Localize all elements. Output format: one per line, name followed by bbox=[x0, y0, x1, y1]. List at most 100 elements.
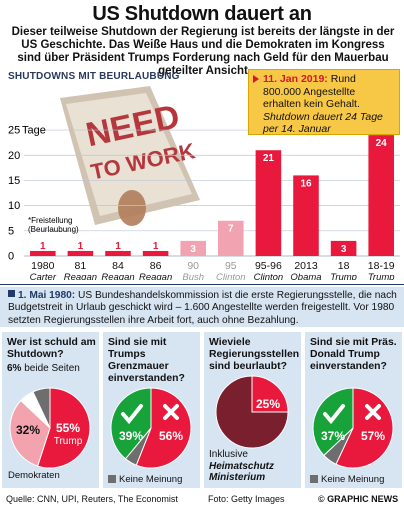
wall-pie: 39% 56% bbox=[110, 387, 192, 469]
no-value-label: 56% bbox=[159, 429, 183, 443]
event-box: 1. Mai 1980: US Bundeshandelskommission … bbox=[0, 287, 404, 327]
footer-sources: Quelle: CNN, UPI, Reuters, The Economist bbox=[6, 494, 178, 504]
yes-value-label: 37% bbox=[321, 429, 345, 443]
slice-value-label: 32% bbox=[16, 423, 40, 437]
protest-sign-photo: NEED TO WORK bbox=[60, 86, 200, 226]
y-tick-label: 10 bbox=[8, 200, 20, 212]
legend-label: Keine Meinung bbox=[321, 474, 385, 485]
bar bbox=[30, 250, 56, 256]
blame-pie: 55%Trump 32% bbox=[9, 387, 91, 469]
pie-slice bbox=[9, 399, 51, 467]
pie-slice bbox=[32, 387, 51, 429]
x-tick-label: 95 bbox=[225, 260, 237, 272]
y-tick-label: 25 bbox=[8, 125, 20, 137]
callout-box: 11. Jan 2019: Rund 800.000 Angestellte e… bbox=[248, 69, 400, 135]
both-sides-label: 6% beide Seiten bbox=[7, 363, 80, 374]
x-tick-label: 95-96 bbox=[255, 260, 282, 272]
bar bbox=[330, 240, 357, 256]
president-label: Clinton bbox=[216, 272, 246, 280]
pie-slice bbox=[251, 375, 289, 413]
bar-value-label: 3 bbox=[341, 244, 347, 255]
note-plain: Inklusive bbox=[209, 449, 248, 460]
x-tick-label: 18-19 bbox=[368, 260, 395, 272]
callout-date: 11. Jan 2019: bbox=[263, 73, 328, 85]
panel-question: Wieviele Regierungsstellen sind beurlaub… bbox=[209, 337, 300, 372]
panel-question: Sind sie mit Präs. Donald Trump einverst… bbox=[310, 337, 397, 372]
event-text: US Bundeshandelskommission ist die erste… bbox=[8, 290, 397, 326]
president-label: Clinton bbox=[254, 272, 284, 280]
bar-value-label: 1 bbox=[40, 241, 46, 252]
note-bold: Heimatschutz Ministerium bbox=[209, 460, 275, 484]
slice-name-label: Trump bbox=[54, 436, 83, 447]
bar bbox=[255, 150, 282, 256]
yes-value-label: 39% bbox=[119, 429, 143, 443]
panel-blame: Wer ist schuld am Shutdown? 6% beide Sei… bbox=[2, 332, 99, 488]
bar-value-label: 1 bbox=[115, 241, 121, 252]
president-label: Reagan bbox=[64, 272, 97, 280]
bar bbox=[105, 250, 131, 256]
bar-value-label: 1 bbox=[153, 241, 159, 252]
x-tick-label: 1980 bbox=[31, 260, 55, 272]
footnote-line-1: *Freistellung bbox=[28, 216, 72, 225]
approval-pie: 37% 57% bbox=[312, 387, 394, 469]
panel-approval: Sind sie mit Präs. Donald Trump einverst… bbox=[305, 332, 402, 488]
both-sides-text: beide Seiten bbox=[24, 363, 80, 374]
bar bbox=[368, 135, 394, 256]
page-title: US Shutdown dauert an bbox=[92, 3, 312, 25]
legend-swatch bbox=[108, 475, 116, 483]
check-icon bbox=[323, 404, 345, 425]
y-tick-label: 15 bbox=[8, 175, 20, 187]
bar-value-label: 24 bbox=[376, 138, 388, 149]
bar-value-label: 16 bbox=[300, 178, 312, 189]
event-date: 1. Mai 1980: bbox=[18, 290, 76, 301]
president-label: Bush bbox=[182, 272, 204, 280]
cross-icon bbox=[365, 404, 381, 420]
president-label: Reagan bbox=[101, 272, 134, 280]
bar bbox=[218, 220, 244, 256]
bar bbox=[142, 250, 169, 256]
callout-italic: Shutdown dauert 24 Tage per 14. Januar bbox=[263, 110, 383, 136]
legend-swatch bbox=[310, 475, 318, 483]
x-tick-label: 18 bbox=[338, 260, 350, 272]
footer-brand: © GRAPHIC NEWS bbox=[318, 494, 399, 504]
agencies-note: Inklusive Heimatschutz Ministerium bbox=[209, 449, 301, 484]
check-icon bbox=[121, 404, 143, 425]
bar bbox=[293, 175, 319, 256]
no-value-label: 57% bbox=[361, 429, 385, 443]
legend-label: Keine Meinung bbox=[119, 474, 183, 485]
pie-slice bbox=[37, 387, 91, 469]
pie-slice bbox=[215, 375, 289, 449]
arrow-icon bbox=[253, 75, 259, 83]
president-label: Carter bbox=[30, 272, 57, 280]
x-tick-label: 2013 bbox=[294, 260, 318, 272]
y-tick-label: 20 bbox=[8, 150, 20, 162]
panel-agencies: Wieviele Regierungsstellen sind beurlaub… bbox=[204, 332, 301, 488]
both-sides-pct: 6% bbox=[7, 363, 22, 374]
president-label: Trump bbox=[368, 272, 395, 280]
intro-text: Dieser teilweise Shutdown der Regierung … bbox=[11, 26, 395, 77]
poll-panels: Wer ist schuld am Shutdown? 6% beide Sei… bbox=[0, 332, 404, 490]
x-tick-label: 90 bbox=[187, 260, 199, 272]
legend-no-opinion: Keine Meinung bbox=[310, 474, 384, 485]
bar-value-label: 7 bbox=[228, 224, 234, 235]
bar-value-label: 3 bbox=[190, 244, 196, 255]
agencies-pie: 25% bbox=[215, 375, 289, 449]
panel-question: Sind sie mit Trumps Grenzmauer einversta… bbox=[108, 337, 185, 384]
panel-question: Wer ist schuld am Shutdown? bbox=[7, 337, 96, 360]
democrats-label: Demokraten bbox=[8, 470, 60, 481]
footer: Quelle: CNN, UPI, Reuters, The Economist… bbox=[0, 493, 404, 507]
bar-value-label: 21 bbox=[263, 153, 275, 164]
slice-value-label: 55% bbox=[56, 421, 80, 435]
bar bbox=[180, 240, 206, 256]
panel-wall: Sind sie mit Trumps Grenzmauer einversta… bbox=[103, 332, 200, 488]
x-tick-label: 84 bbox=[112, 260, 124, 272]
cross-icon bbox=[163, 404, 179, 420]
y-tick-label: 0 bbox=[8, 251, 14, 263]
y-tick-label: 5 bbox=[8, 225, 14, 237]
footer-photo: Foto: Getty Images bbox=[208, 494, 285, 504]
x-tick-label: 86 bbox=[150, 260, 162, 272]
chart-subheading: SHUTDOWNS MIT BEURLAUBUNG bbox=[8, 71, 180, 82]
legend-no-opinion: Keine Meinung bbox=[108, 474, 182, 485]
president-label: Reagan bbox=[139, 272, 172, 280]
